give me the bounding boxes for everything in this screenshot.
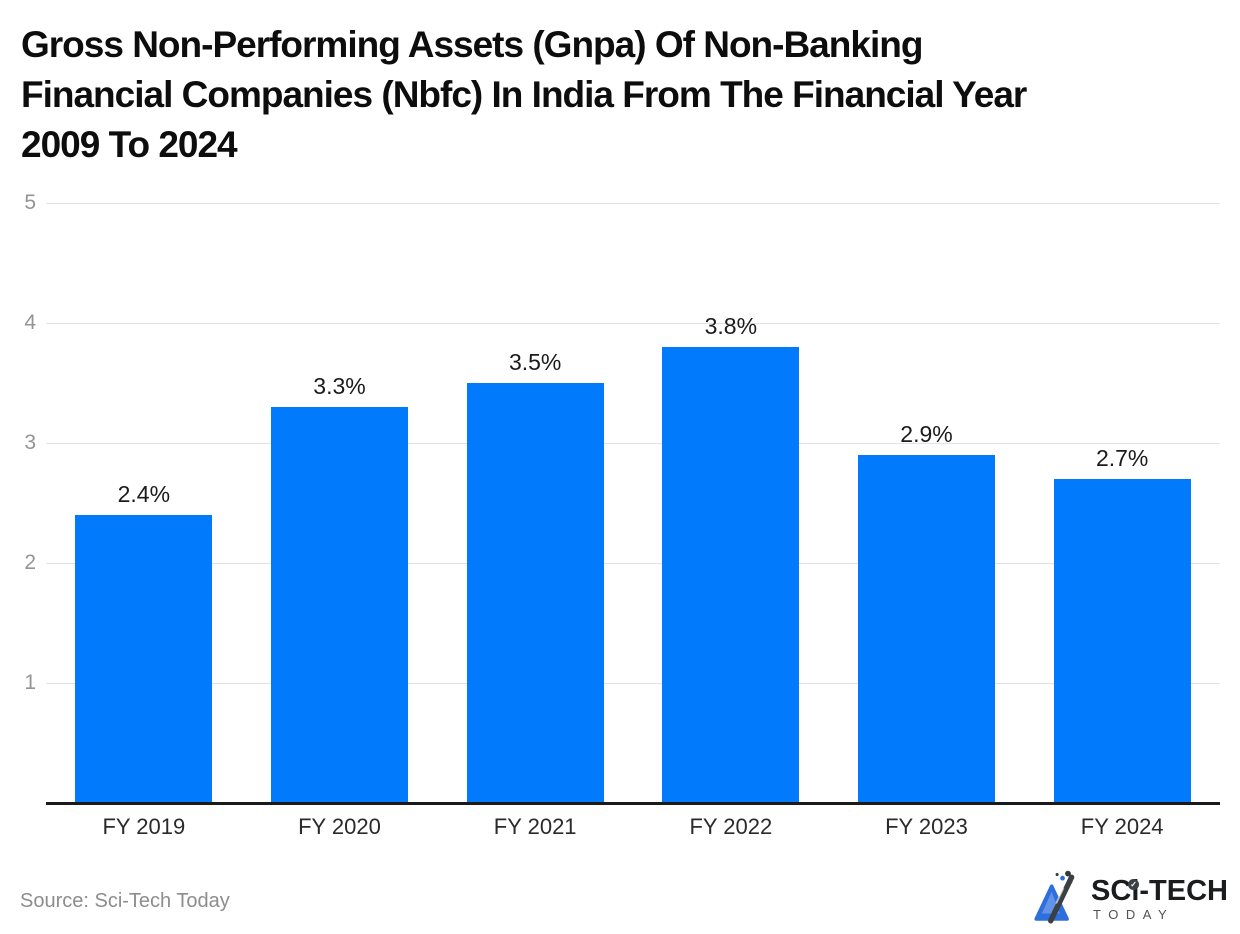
bar-value-label: 2.4% (117, 481, 171, 507)
chart-title: Gross Non-Performing Assets (Gnpa) Of No… (21, 24, 1027, 165)
logo-main-text: SCi-TECH ✓ (1091, 875, 1228, 907)
x-tick-label: FY 2020 (298, 814, 381, 839)
bar (75, 515, 213, 803)
y-tick-label: 3 (24, 431, 36, 454)
gridline (46, 203, 1220, 204)
x-tick-label: FY 2019 (102, 814, 186, 839)
logo-sub-text: TODAY (1093, 907, 1175, 922)
bar (466, 383, 604, 803)
bar (1053, 479, 1191, 803)
y-tick-label: 4 (24, 311, 36, 334)
sci-tech-today-logo: SCi-TECH ✓ TODAY (1029, 870, 1228, 928)
source-label: Source: Sci-Tech Today (20, 890, 230, 912)
gridline (46, 443, 1220, 444)
y-tick-label: 1 (24, 671, 36, 694)
flask-logo-icon (1034, 870, 1075, 924)
gridline (46, 563, 1220, 564)
x-tick-label: FY 2023 (885, 814, 968, 839)
bar-value-label: 2.7% (1095, 445, 1149, 471)
logo-check-icon: ✓ (1128, 879, 1140, 890)
bar (858, 455, 995, 803)
bar-value-label: 2.9% (900, 421, 953, 447)
bar-value-label: 3.5% (508, 349, 562, 375)
y-tick-label: 5 (24, 191, 36, 214)
x-tick-label: FY 2022 (689, 814, 773, 839)
gridline (46, 683, 1220, 684)
x-tick-label: FY 2021 (493, 814, 577, 839)
bar-value-label: 3.3% (313, 373, 366, 399)
y-tick-label: 2 (24, 551, 36, 574)
x-axis-line (46, 802, 1220, 805)
bar (662, 347, 800, 803)
gridline (46, 323, 1220, 324)
bar (271, 407, 408, 803)
bar-value-label: 3.8% (704, 313, 758, 339)
x-tick-label: FY 2024 (1080, 814, 1164, 839)
